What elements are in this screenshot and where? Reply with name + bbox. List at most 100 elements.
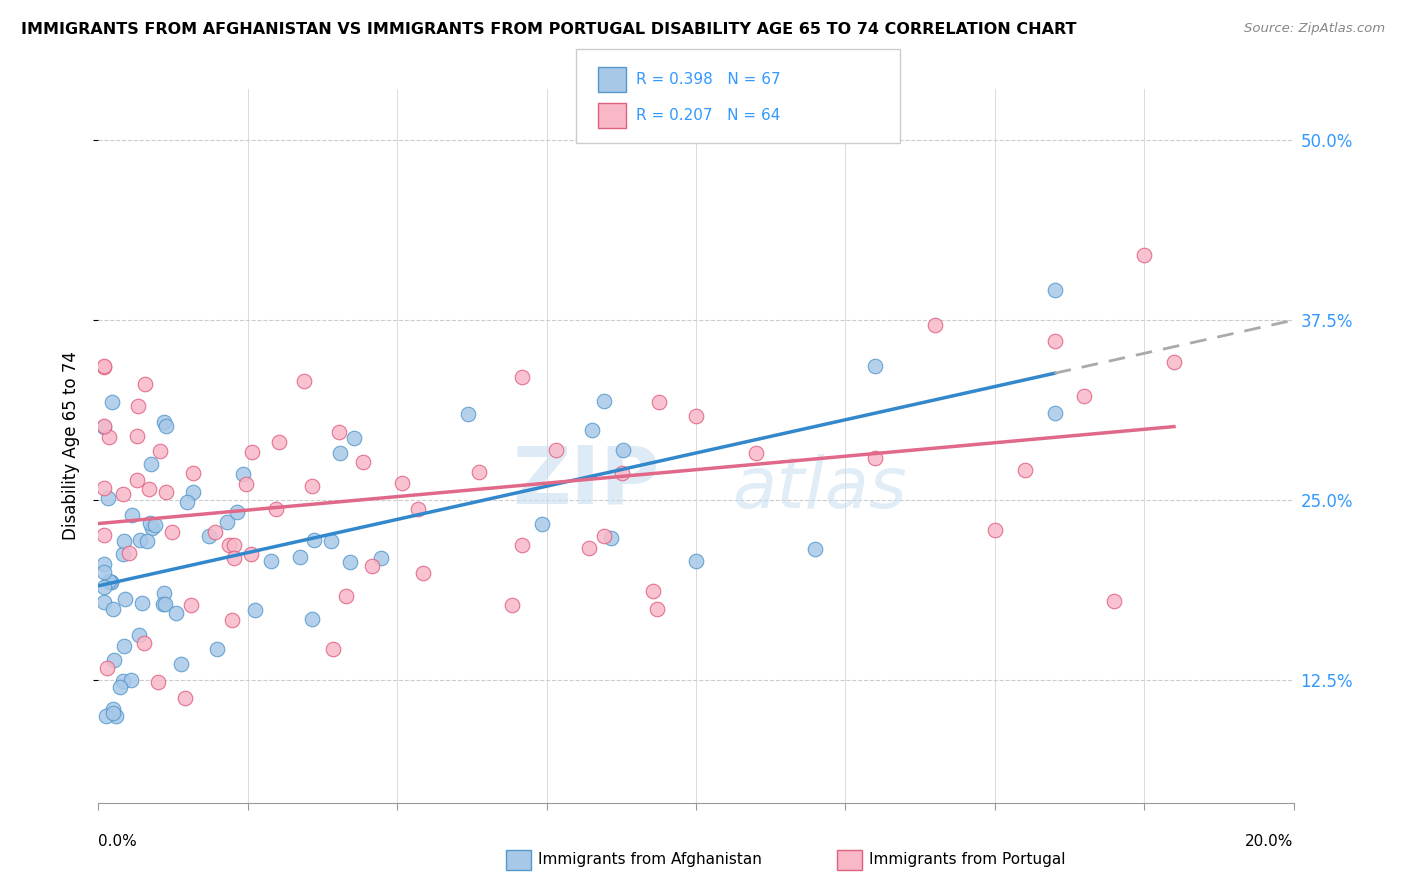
- Point: [266, 501, 288, 516]
- Point: [218, 537, 240, 551]
- Point: [165, 606, 187, 620]
- Point: [152, 598, 174, 612]
- Point: [352, 454, 374, 468]
- Point: [647, 395, 669, 409]
- Point: [112, 487, 135, 501]
- Point: [501, 598, 523, 612]
- Point: [321, 534, 343, 549]
- Point: [269, 435, 291, 450]
- Point: [93, 419, 115, 434]
- Point: [103, 653, 125, 667]
- Point: [339, 555, 361, 569]
- Point: [132, 636, 155, 650]
- Point: [101, 702, 124, 716]
- Text: IMMIGRANTS FROM AFGHANISTAN VS IMMIGRANTS FROM PORTUGAL DISABILITY AGE 65 TO 74 : IMMIGRANTS FROM AFGHANISTAN VS IMMIGRANT…: [21, 22, 1077, 37]
- Point: [128, 628, 150, 642]
- Point: [155, 597, 177, 611]
- Point: [117, 546, 139, 560]
- Point: [146, 674, 169, 689]
- Point: [139, 516, 162, 530]
- Point: [370, 551, 392, 566]
- Point: [112, 547, 135, 561]
- Point: [645, 602, 668, 616]
- Point: [97, 491, 120, 506]
- Point: [222, 550, 245, 565]
- Point: [592, 393, 614, 408]
- Point: [221, 613, 243, 627]
- Point: [467, 465, 489, 479]
- Point: [114, 591, 136, 606]
- Text: atlas: atlas: [733, 454, 907, 524]
- Point: [531, 516, 554, 531]
- Y-axis label: Disability Age 65 to 74: Disability Age 65 to 74: [62, 351, 80, 541]
- Point: [235, 477, 257, 491]
- Point: [240, 445, 263, 459]
- Point: [121, 508, 143, 523]
- Point: [406, 502, 429, 516]
- Point: [391, 475, 413, 490]
- Point: [153, 586, 176, 600]
- Point: [93, 566, 115, 580]
- Point: [139, 457, 162, 471]
- Point: [112, 673, 135, 688]
- Point: [685, 554, 707, 568]
- Point: [141, 521, 163, 535]
- Point: [328, 425, 350, 439]
- Text: Immigrants from Portugal: Immigrants from Portugal: [869, 853, 1066, 867]
- Text: R = 0.398   N = 67: R = 0.398 N = 67: [636, 72, 780, 87]
- Point: [204, 524, 226, 539]
- Point: [412, 566, 434, 580]
- Point: [343, 431, 366, 445]
- Text: ZIP: ZIP: [513, 442, 661, 521]
- Point: [1043, 334, 1066, 348]
- Point: [641, 584, 664, 599]
- Point: [240, 547, 263, 561]
- Point: [127, 399, 149, 413]
- Point: [222, 538, 245, 552]
- Point: [510, 538, 533, 552]
- Point: [510, 370, 533, 384]
- Point: [93, 527, 115, 541]
- Point: [1163, 355, 1185, 369]
- Point: [134, 376, 156, 391]
- Point: [176, 495, 198, 509]
- Point: [600, 531, 623, 545]
- Point: [1073, 389, 1095, 403]
- Point: [225, 505, 247, 519]
- Point: [304, 533, 326, 547]
- Point: [215, 515, 238, 529]
- Point: [180, 598, 202, 612]
- Point: [170, 657, 193, 671]
- Point: [259, 554, 281, 568]
- Point: [984, 524, 1007, 538]
- Point: [100, 574, 122, 589]
- Point: [104, 709, 127, 723]
- Point: [1043, 406, 1066, 420]
- Point: [155, 484, 177, 499]
- Point: [1014, 463, 1036, 477]
- Point: [120, 673, 142, 688]
- Point: [197, 529, 219, 543]
- Text: 20.0%: 20.0%: [1246, 834, 1294, 849]
- Point: [181, 485, 204, 500]
- Point: [243, 603, 266, 617]
- Point: [149, 444, 172, 458]
- Point: [155, 419, 177, 434]
- Text: 0.0%: 0.0%: [98, 834, 138, 849]
- Point: [685, 409, 707, 423]
- Point: [322, 642, 344, 657]
- Point: [173, 690, 195, 705]
- Point: [593, 529, 616, 543]
- Point: [288, 549, 311, 564]
- Point: [1104, 594, 1126, 608]
- Point: [924, 318, 946, 333]
- Point: [865, 451, 887, 466]
- Point: [129, 533, 152, 547]
- Point: [100, 574, 122, 589]
- Point: [232, 467, 254, 481]
- Point: [581, 423, 603, 437]
- Point: [93, 581, 115, 595]
- Point: [546, 443, 568, 458]
- Point: [292, 374, 315, 388]
- Point: [205, 642, 228, 657]
